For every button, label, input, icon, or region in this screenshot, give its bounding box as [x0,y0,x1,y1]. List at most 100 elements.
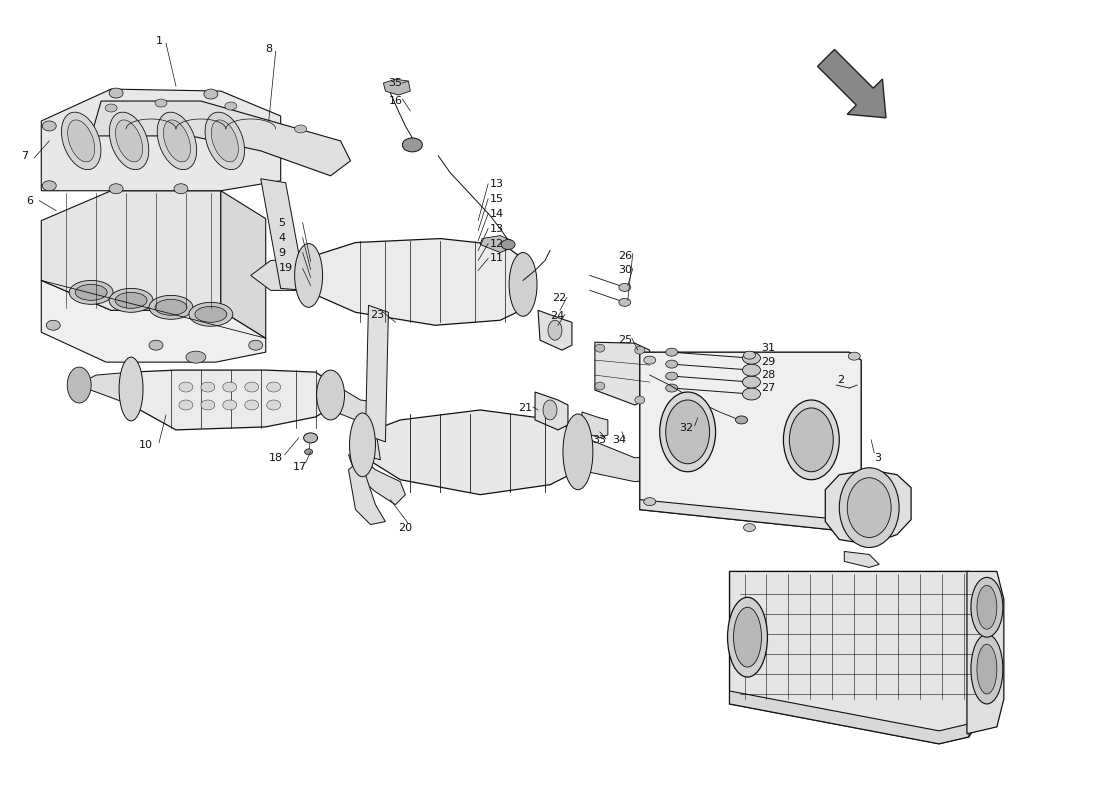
Ellipse shape [249,340,263,350]
Ellipse shape [742,376,760,388]
Ellipse shape [619,298,630,306]
Ellipse shape [109,184,123,194]
Ellipse shape [977,644,997,694]
Ellipse shape [116,292,147,308]
Ellipse shape [295,243,322,307]
Ellipse shape [224,102,236,110]
Ellipse shape [666,400,710,464]
Polygon shape [76,372,131,405]
Text: 6: 6 [26,196,33,206]
Ellipse shape [847,478,891,538]
Ellipse shape [179,382,192,392]
Ellipse shape [62,112,101,170]
Ellipse shape [971,578,1003,637]
Ellipse shape [189,302,233,326]
Ellipse shape [46,320,60,330]
Text: 5: 5 [278,218,286,228]
Text: 1: 1 [156,36,163,46]
Text: 18: 18 [268,453,283,462]
Ellipse shape [245,382,258,392]
Ellipse shape [744,351,756,359]
Polygon shape [578,435,670,482]
Ellipse shape [155,299,187,315]
Ellipse shape [106,104,117,112]
Ellipse shape [783,400,839,480]
Text: 14: 14 [491,209,504,218]
Ellipse shape [742,352,760,364]
Polygon shape [845,551,879,567]
Ellipse shape [266,382,280,392]
Polygon shape [538,310,572,350]
Ellipse shape [644,498,656,506]
Ellipse shape [977,586,997,630]
Ellipse shape [509,253,537,316]
Text: 25: 25 [618,335,632,346]
Text: 29: 29 [761,357,776,367]
Text: 33: 33 [592,435,606,445]
Ellipse shape [174,184,188,194]
Ellipse shape [635,346,645,354]
Polygon shape [221,190,266,338]
Polygon shape [42,89,280,190]
Polygon shape [306,238,525,326]
Ellipse shape [109,112,148,170]
Text: 11: 11 [491,254,504,263]
Ellipse shape [595,382,605,390]
Polygon shape [729,691,969,744]
Ellipse shape [971,634,1003,704]
Ellipse shape [109,288,153,312]
Polygon shape [729,571,989,744]
Ellipse shape [744,523,756,531]
Ellipse shape [660,392,716,472]
Ellipse shape [644,356,656,364]
Text: 35: 35 [388,78,403,88]
Ellipse shape [148,295,192,319]
Ellipse shape [116,120,143,162]
Text: 21: 21 [518,403,532,413]
Polygon shape [361,410,580,494]
Polygon shape [331,382,375,422]
Ellipse shape [790,408,834,472]
Text: 2: 2 [837,375,845,385]
Ellipse shape [563,414,593,490]
Ellipse shape [266,400,280,410]
Ellipse shape [42,181,56,190]
Text: 9: 9 [278,247,286,258]
Ellipse shape [403,138,422,152]
Text: 27: 27 [761,383,776,393]
Ellipse shape [42,121,56,131]
Text: 17: 17 [293,462,307,472]
Polygon shape [91,101,351,176]
Text: 23: 23 [371,310,385,320]
Polygon shape [825,470,911,545]
Text: 34: 34 [612,435,626,445]
Polygon shape [817,50,886,118]
Text: 32: 32 [680,423,694,433]
Ellipse shape [844,523,855,531]
Ellipse shape [75,285,107,300]
Ellipse shape [619,283,630,291]
Text: 3: 3 [874,453,881,462]
Text: 22: 22 [552,294,567,303]
Ellipse shape [109,88,123,98]
Text: 31: 31 [761,343,776,353]
Polygon shape [261,178,306,290]
Text: 13: 13 [491,223,504,234]
Text: 10: 10 [139,440,153,450]
Polygon shape [251,258,306,290]
Polygon shape [349,455,406,505]
Ellipse shape [666,372,678,380]
Ellipse shape [305,449,312,455]
Ellipse shape [595,344,605,352]
Text: 28: 28 [761,370,776,380]
Ellipse shape [304,433,318,443]
Ellipse shape [157,112,197,170]
Polygon shape [384,79,410,95]
Text: 13: 13 [491,178,504,189]
Text: 8: 8 [266,44,273,54]
Ellipse shape [245,400,258,410]
Ellipse shape [69,281,113,304]
Ellipse shape [223,400,236,410]
Polygon shape [42,281,266,362]
Text: 30: 30 [618,266,631,275]
